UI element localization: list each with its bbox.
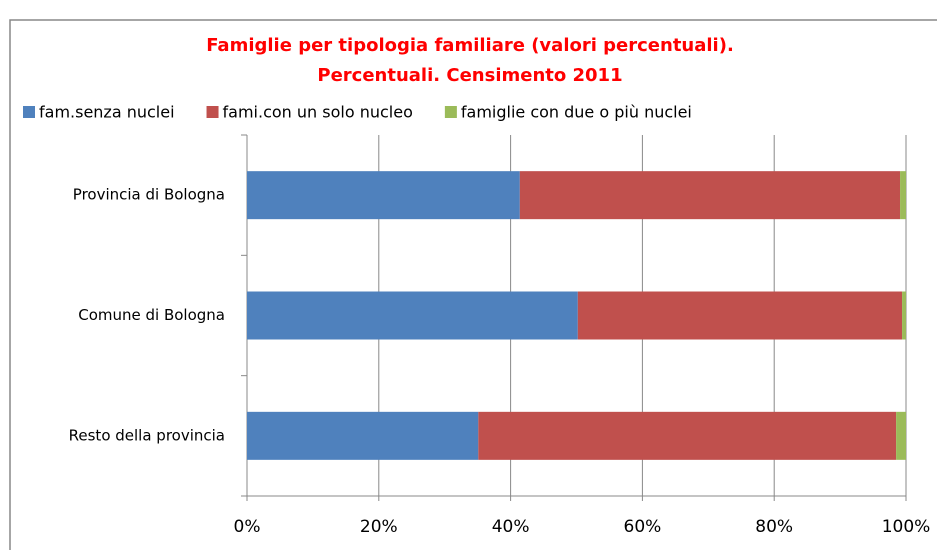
chart-title: Famiglie per tipologia familiare (valori…: [206, 35, 734, 56]
bar: [902, 291, 906, 340]
bar: [247, 411, 479, 460]
legend-swatch: [444, 106, 457, 118]
bar: [896, 411, 906, 460]
bar: [519, 171, 901, 220]
bar: [247, 291, 578, 340]
bar: [247, 171, 520, 220]
bar: [478, 411, 897, 460]
x-tick-label: 60%: [624, 517, 662, 537]
legend-label: famiglie con due o più nuclei: [461, 103, 692, 122]
x-tick-label: 40%: [492, 517, 530, 537]
bar: [900, 171, 906, 220]
bar: [577, 291, 903, 340]
x-tick-label: 20%: [360, 517, 398, 537]
x-tick-label: 0%: [234, 517, 261, 537]
legend-swatch: [23, 106, 35, 118]
y-tick-label: Comune di Bologna: [78, 306, 225, 324]
x-tick-label: 100%: [882, 517, 931, 537]
legend-label: fami.con un solo nucleo: [223, 103, 413, 122]
y-tick-label: Resto della provincia: [69, 426, 225, 444]
legend-label: fam.senza nuclei: [39, 103, 175, 122]
legend-swatch: [206, 106, 219, 118]
y-tick-label: Provincia di Bologna: [73, 186, 225, 204]
x-tick-label: 80%: [755, 517, 793, 537]
chart-frame: [9, 19, 937, 554]
chart-title: Percentuali. Censimento 2011: [317, 65, 622, 86]
